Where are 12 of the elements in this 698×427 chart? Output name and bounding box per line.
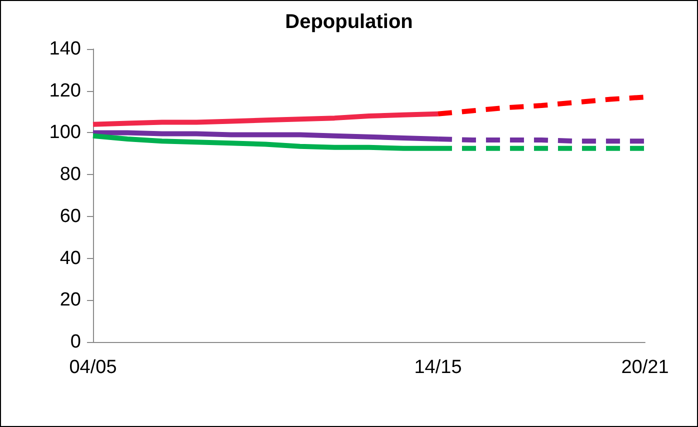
y-tick-label: 0 (70, 332, 81, 352)
y-tick-label: 100 (49, 122, 81, 144)
y-tick-label: 80 (60, 164, 81, 186)
chart-title: Depopulation (285, 11, 413, 33)
y-tick-label: 140 (49, 38, 81, 60)
x-tick-label: 20/21 (621, 357, 669, 378)
x-tick-label: 04/05 (69, 357, 117, 378)
y-tick-label: 120 (49, 80, 81, 102)
x-tick-label: 14/15 (414, 357, 462, 378)
y-tick-label: 20 (60, 290, 81, 311)
y-tick-label: 40 (60, 248, 81, 269)
y-tick-label: 60 (60, 206, 81, 227)
